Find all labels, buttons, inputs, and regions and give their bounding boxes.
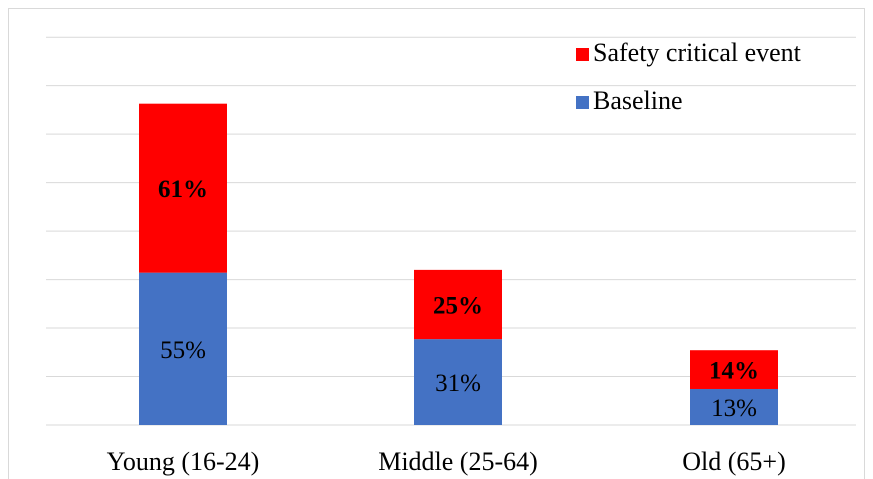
legend: Safety critical event Baseline (576, 38, 802, 115)
legend-swatch (576, 96, 589, 109)
data-label: 55% (160, 337, 206, 364)
category-label: Middle (25-64) (378, 447, 538, 476)
data-label: 31% (435, 370, 481, 397)
legend-label: Baseline (593, 86, 683, 115)
category-label: Young (16-24) (107, 447, 260, 476)
bar-safety-critical-event-1 (414, 269, 502, 340)
bar-baseline-0 (139, 272, 227, 425)
legend-swatch (576, 48, 589, 61)
category-label: Old (65+) (682, 447, 785, 476)
legend-label: Safety critical event (593, 38, 802, 67)
bar-baseline-2 (690, 388, 778, 425)
data-label: 14% (709, 358, 759, 385)
data-label: 61% (158, 176, 208, 203)
data-label: 25% (433, 293, 483, 320)
value-labels: 55% 61% 31% 25% 13% 14% (158, 176, 759, 422)
bar-safety-critical-event-2 (690, 350, 778, 389)
bar-baseline-1 (414, 339, 502, 425)
data-label: 13% (711, 395, 757, 422)
category-axis-labels: Young (16-24) Middle (25-64) Old (65+) (107, 447, 786, 476)
bar-safety-critical-event-0 (139, 103, 227, 273)
bars (139, 103, 778, 425)
